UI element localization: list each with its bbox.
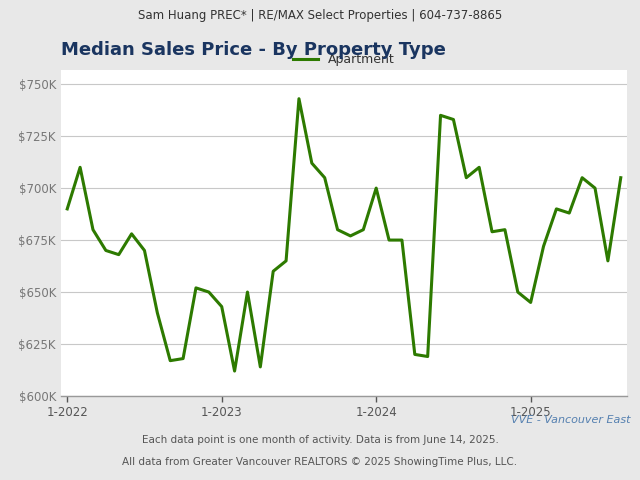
Text: Median Sales Price - By Property Type: Median Sales Price - By Property Type <box>61 41 445 59</box>
Legend: Apartment: Apartment <box>288 48 400 71</box>
Text: All data from Greater Vancouver REALTORS © 2025 ShowingTime Plus, LLC.: All data from Greater Vancouver REALTORS… <box>122 457 518 467</box>
Text: Sam Huang PREC* | RE/MAX Select Properties | 604-737-8865: Sam Huang PREC* | RE/MAX Select Properti… <box>138 9 502 22</box>
Text: Each data point is one month of activity. Data is from June 14, 2025.: Each data point is one month of activity… <box>141 435 499 445</box>
Text: VVE - Vancouver East: VVE - Vancouver East <box>511 415 630 425</box>
